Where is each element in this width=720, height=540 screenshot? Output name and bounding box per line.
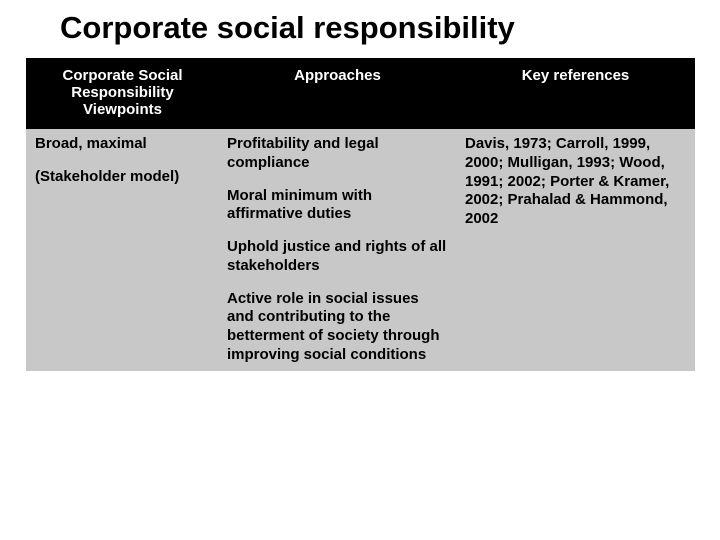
- approach-text: Moral minimum with affirmative duties: [227, 187, 448, 225]
- viewpoint-text: (Stakeholder model): [35, 168, 210, 187]
- reference-text: Davis, 1973; Carroll, 1999, 2000; Mullig…: [465, 135, 686, 229]
- approach-text: Profitability and legal compliance: [227, 135, 448, 173]
- approach-text: Active role in social issues and contrib…: [227, 290, 448, 365]
- csr-table: Corporate Social Responsibility Viewpoin…: [26, 58, 695, 371]
- header-approaches: Approaches: [219, 59, 457, 129]
- viewpoint-text: Broad, maximal: [35, 135, 210, 154]
- table-header-row: Corporate Social Responsibility Viewpoin…: [27, 59, 695, 129]
- header-viewpoints: Corporate Social Responsibility Viewpoin…: [27, 59, 219, 129]
- header-references: Key references: [457, 59, 695, 129]
- table-row: Broad, maximal (Stakeholder model) Profi…: [27, 129, 695, 371]
- cell-approaches: Profitability and legal compliance Moral…: [219, 129, 457, 371]
- approach-text: Uphold justice and rights of all stakeho…: [227, 238, 448, 276]
- page-title: Corporate social responsibility: [0, 0, 720, 58]
- cell-viewpoints: Broad, maximal (Stakeholder model): [27, 129, 219, 371]
- cell-references: Davis, 1973; Carroll, 1999, 2000; Mullig…: [457, 129, 695, 371]
